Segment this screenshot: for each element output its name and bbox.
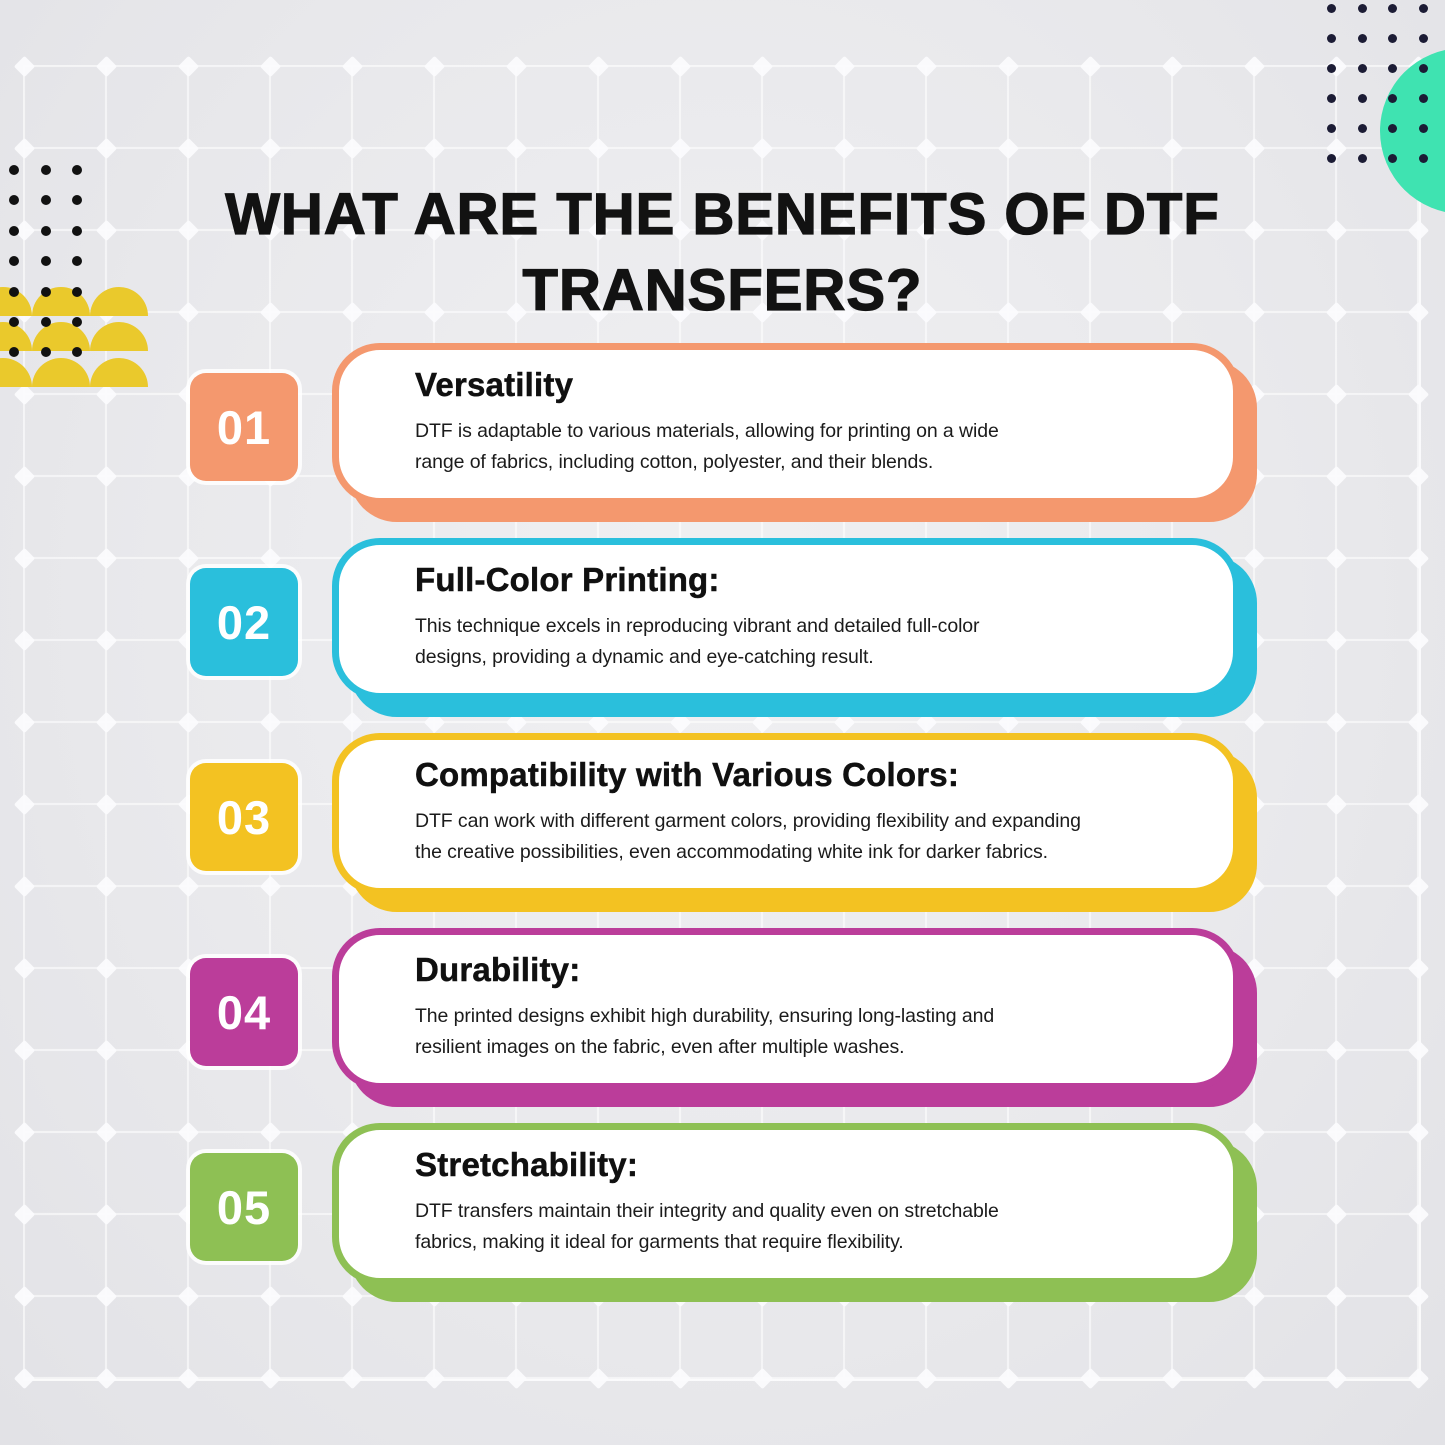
navy-dot [1327,64,1336,73]
black-dot [40,317,51,327]
benefit-body: DTF can work with different garment colo… [415,810,1081,863]
black-dot [9,256,19,267]
black-dot [9,347,19,358]
navy-dot [1418,154,1428,163]
black-dot [72,256,82,267]
black-dot [9,195,19,206]
benefit-row: Full-Color Printing: This technique exce… [0,538,1445,718]
benefit-body: This technique excels in reproducing vib… [415,615,980,668]
navy-dot [1418,34,1428,43]
navy-dot [1327,4,1336,13]
black-dot [72,225,82,236]
navy-dot [1418,124,1428,133]
benefit-row: Durability: The printed designs exhibit … [0,928,1445,1108]
benefit-title: Versatility [415,366,574,404]
benefit-number-badge: 05 [190,1153,298,1261]
page-title-text: WHAT ARE THE BENEFITS OF DTF TRANSFERS? [225,181,1220,324]
benefit-body: DTF is adaptable to various materials, a… [415,420,999,473]
page-title: WHAT ARE THE BENEFITS OF DTF TRANSFERS? [0,177,1445,330]
benefit-card: Full-Color Printing: This technique exce… [332,538,1240,700]
benefit-row: Stretchability: DTF transfers maintain t… [0,1123,1445,1303]
navy-dot [1357,34,1367,43]
black-dot [72,347,82,358]
navy-dot [1327,34,1336,43]
navy-dot [1388,154,1397,163]
benefit-number-badge: 03 [190,763,298,871]
black-dot [40,165,51,175]
black-dot [40,347,51,358]
navy-dot [1388,4,1397,13]
black-dot [72,165,82,175]
navy-dot [1357,64,1367,73]
benefit-body: The printed designs exhibit high durabil… [415,1005,995,1058]
benefit-number-badge: 02 [190,568,298,676]
navy-dot [1357,124,1367,133]
navy-dot [1418,4,1428,13]
navy-dot [1357,4,1367,13]
benefit-card: Versatility DTF is adaptable to various … [332,343,1240,505]
navy-dot [1327,94,1336,103]
benefit-body: DTF transfers maintain their integrity a… [415,1200,999,1253]
benefit-row: Compatibility with Various Colors: DTF c… [0,733,1445,913]
benefit-title: Durability: [415,951,581,989]
navy-dot [1357,154,1367,163]
benefit-title: Full-Color Printing: [415,561,720,599]
black-dot [40,225,51,236]
black-dot [40,256,51,267]
black-dot [72,286,82,297]
benefit-title: Compatibility with Various Colors: [415,756,960,794]
navy-dot [1418,94,1428,103]
benefit-title: Stretchability: [415,1146,639,1184]
benefit-number-badge: 01 [190,373,298,481]
black-dot [40,195,51,206]
navy-dot [1388,64,1397,73]
black-dot [72,317,82,327]
navy-dot [1327,154,1336,163]
benefit-number-badge: 04 [190,958,298,1066]
black-dot [9,165,19,175]
navy-dot [1388,34,1397,43]
navy-dot [1388,94,1397,103]
benefit-card: Durability: The printed designs exhibit … [332,928,1240,1090]
black-dot [9,225,19,236]
benefit-card: Stretchability: DTF transfers maintain t… [332,1123,1240,1285]
navy-dot [1388,124,1397,133]
navy-dot [1418,64,1428,73]
black-dot [40,286,51,297]
navy-dot [1357,94,1367,103]
benefit-card: Compatibility with Various Colors: DTF c… [332,733,1240,895]
black-dot [72,195,82,206]
black-dot [9,317,19,327]
navy-dot [1327,124,1336,133]
benefit-row: Versatility DTF is adaptable to various … [0,343,1445,523]
black-dot [9,286,19,297]
